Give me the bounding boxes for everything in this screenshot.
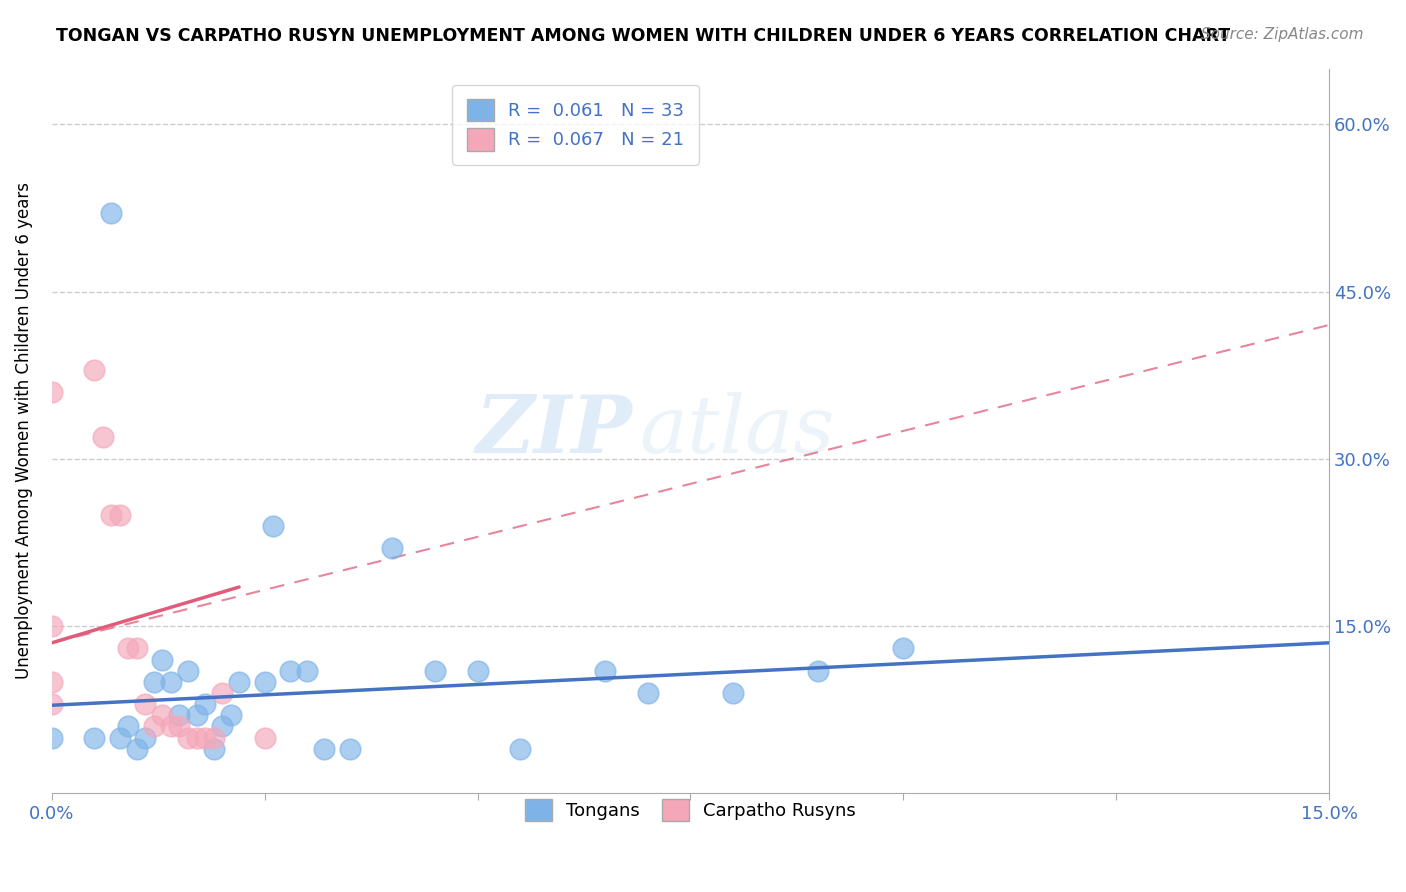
Point (152, 708, 174, 723)
Point (637, 686, 659, 700)
Point (41, 697, 63, 711)
Point (169, 708, 191, 723)
Point (134, 731, 156, 745)
Point (295, 664, 318, 678)
Point (41, 384, 63, 399)
Point (100, 508, 122, 522)
Point (108, 508, 131, 522)
Point (169, 719, 191, 733)
Point (41, 619, 63, 633)
Point (186, 731, 208, 745)
Point (807, 664, 830, 678)
Point (228, 674, 250, 689)
Point (194, 697, 217, 711)
Point (142, 674, 165, 689)
Text: Source: ZipAtlas.com: Source: ZipAtlas.com (1201, 27, 1364, 42)
Point (41, 674, 63, 689)
Point (423, 664, 446, 678)
Point (100, 206, 122, 220)
Point (125, 641, 148, 656)
Point (202, 731, 225, 745)
Text: TONGAN VS CARPATHO RUSYN UNEMPLOYMENT AMONG WOMEN WITH CHILDREN UNDER 6 YEARS CO: TONGAN VS CARPATHO RUSYN UNEMPLOYMENT AM… (56, 27, 1230, 45)
Point (262, 518, 284, 533)
Point (721, 686, 744, 700)
Point (134, 697, 156, 711)
Point (253, 731, 276, 745)
Point (177, 664, 200, 678)
Point (108, 731, 131, 745)
Point (253, 674, 276, 689)
Y-axis label: Unemployment Among Women with Children Under 6 years: Unemployment Among Women with Children U… (15, 183, 32, 680)
Point (219, 708, 242, 723)
Point (194, 731, 217, 745)
Point (202, 741, 225, 756)
Point (211, 719, 233, 733)
Point (314, 741, 336, 756)
Point (339, 741, 361, 756)
Text: atlas: atlas (640, 392, 835, 470)
Point (160, 719, 183, 733)
Point (142, 719, 165, 733)
Point (509, 741, 531, 756)
Point (278, 664, 301, 678)
Point (117, 641, 139, 656)
Point (83, 362, 105, 376)
Point (117, 719, 139, 733)
Text: ZIP: ZIP (477, 392, 633, 470)
Point (593, 664, 616, 678)
Point (91, 429, 114, 443)
Point (160, 674, 183, 689)
Legend: Tongans, Carpatho Rusyns: Tongans, Carpatho Rusyns (510, 784, 870, 835)
Point (125, 741, 148, 756)
Point (41, 731, 63, 745)
Point (211, 686, 233, 700)
Point (186, 708, 208, 723)
Point (177, 731, 200, 745)
Point (152, 652, 174, 666)
Point (83, 731, 105, 745)
Point (891, 641, 914, 656)
Point (381, 541, 404, 555)
Point (467, 664, 489, 678)
